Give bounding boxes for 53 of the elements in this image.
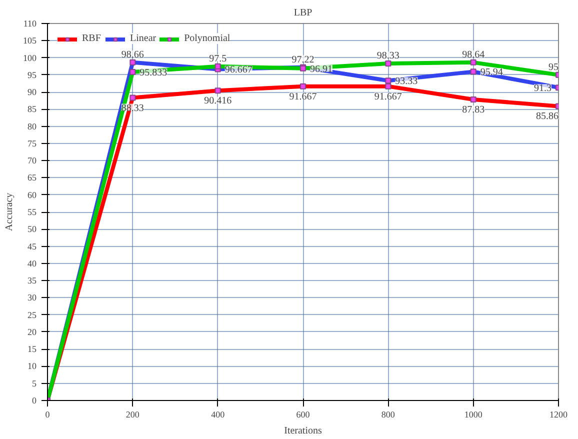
y-tick-label: 40 (28, 258, 37, 268)
data-label: 98.64 (462, 49, 485, 60)
x-tick-label: 600 (296, 410, 310, 420)
data-label: 97.22 (292, 54, 314, 66)
y-tick-label: 110 (23, 18, 37, 28)
data-label: 95.833 (140, 68, 168, 79)
data-label: 96.91 (310, 64, 332, 75)
y-tick-label: 50 (28, 224, 37, 234)
y-tick-label: 5 (32, 378, 37, 388)
y-tick-label: 45 (28, 241, 37, 252)
y-tick-label: 0 (32, 396, 37, 406)
x-axis-title: Iterations (284, 426, 322, 436)
y-tick-label: 15 (28, 344, 37, 354)
x-tick-label: 800 (381, 410, 396, 420)
legend-label: Polynomial (184, 33, 230, 44)
y-tick-label: 95 (28, 70, 37, 80)
y-axis-title: Accuracy (4, 192, 15, 232)
y-tick-label: 105 (23, 36, 37, 46)
data-label: 96.667 (224, 64, 252, 76)
legend-label: RBF (82, 33, 102, 44)
y-tick-label: 20 (28, 326, 37, 337)
data-label: 91.667 (289, 91, 317, 102)
y-tick-label: 10 (28, 361, 37, 372)
x-tick-label: 400 (211, 410, 226, 420)
x-tick-label: 200 (126, 410, 140, 420)
chart-title: LBP (294, 8, 313, 18)
y-tick-label: 25 (28, 310, 37, 320)
data-label: 88.33 (121, 102, 144, 114)
y-tick-label: 75 (28, 138, 37, 148)
data-label: 91.3 (534, 83, 552, 94)
y-tick-label: 55 (28, 207, 37, 217)
y-tick-label: 100 (23, 52, 37, 63)
y-tick-label: 35 (28, 276, 37, 286)
legend-label: Linear (130, 33, 156, 44)
y-tick-label: 60 (28, 190, 37, 200)
y-tick-label: 90 (28, 87, 37, 98)
data-label: 93.33 (395, 76, 418, 88)
y-tick-label: 65 (28, 172, 37, 183)
x-tick-label: 0 (45, 410, 50, 420)
data-label: 91.667 (374, 91, 402, 102)
y-tick-label: 80 (28, 121, 37, 132)
data-label: 98.33 (376, 50, 400, 62)
data-label: 98.66 (121, 49, 144, 60)
data-label: 87.83 (462, 104, 485, 116)
x-tick-label: 1000 (464, 410, 483, 420)
data-label: 95 (548, 62, 558, 73)
y-tick-label: 30 (28, 292, 37, 303)
x-tick-label: 1200 (550, 410, 568, 420)
data-label: 90.416 (204, 96, 232, 107)
y-tick-label: 85 (28, 104, 37, 114)
data-label: 85.86 (536, 111, 558, 122)
y-tick-label: 70 (28, 156, 37, 166)
data-label: 97.5 (209, 53, 227, 64)
